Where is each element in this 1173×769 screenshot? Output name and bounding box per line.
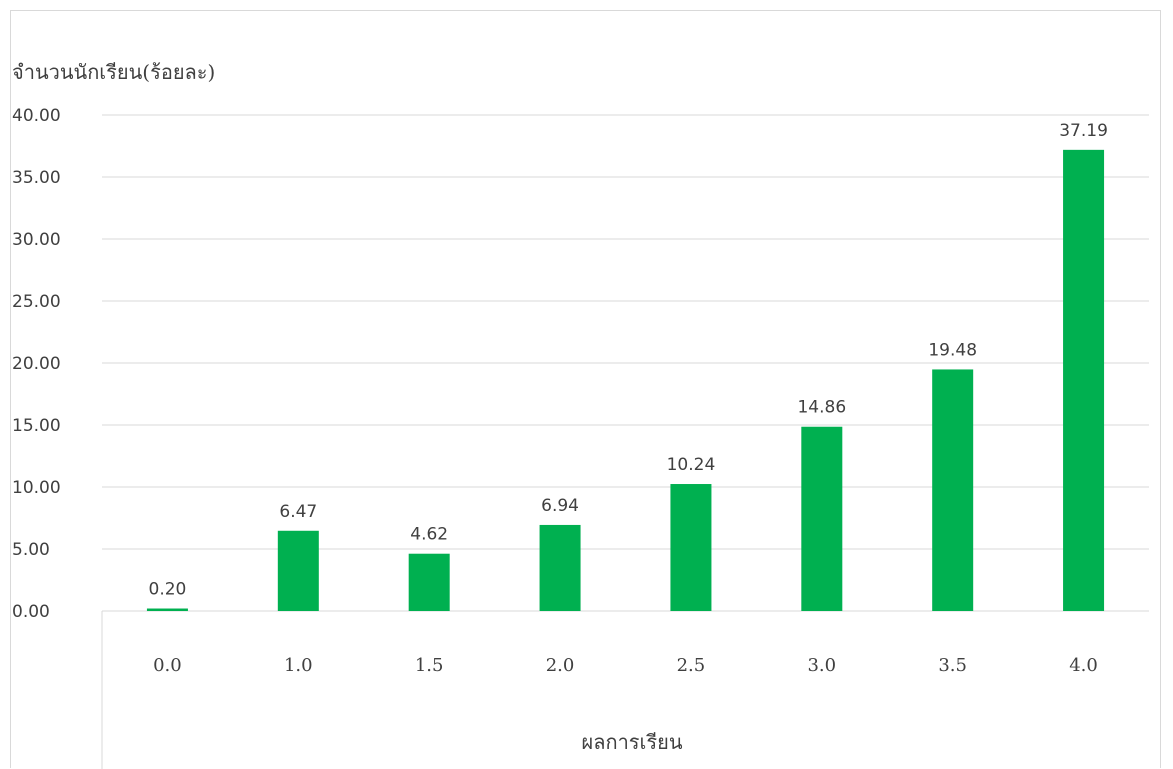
data-label: 0.20 bbox=[149, 580, 187, 600]
x-tick-label: 0.0 bbox=[153, 655, 182, 676]
y-tick-label: 35.00 bbox=[12, 168, 61, 188]
x-tick-label: 4.0 bbox=[1069, 655, 1098, 676]
bars bbox=[146, 149, 1105, 611]
x-tick-label: 3.0 bbox=[807, 655, 836, 676]
data-label: 14.86 bbox=[797, 398, 846, 418]
x-tick-label: 1.5 bbox=[415, 655, 444, 676]
bar bbox=[539, 524, 581, 611]
x-axis-ticks: 0.0 1.0 1.5 2.0 2.5 3.0 3.5 4.0 bbox=[153, 655, 1098, 676]
data-label: 19.48 bbox=[928, 340, 977, 360]
data-label: 4.62 bbox=[410, 525, 448, 545]
data-label: 10.24 bbox=[667, 455, 716, 475]
data-label: 6.94 bbox=[541, 496, 579, 516]
y-tick-label: 40.00 bbox=[12, 106, 61, 126]
bar bbox=[277, 530, 319, 611]
data-label: 6.47 bbox=[279, 502, 317, 522]
y-tick-label: 30.00 bbox=[12, 230, 61, 250]
y-axis-ticks: 0.00 5.00 10.00 15.00 20.00 25.00 30.00 35.00 40… bbox=[12, 106, 61, 622]
bar bbox=[801, 426, 843, 611]
x-axis-title: ผลการเรียน bbox=[581, 730, 682, 754]
gridlines bbox=[101, 114, 1149, 769]
y-tick-label: 5.00 bbox=[12, 540, 50, 560]
bar bbox=[146, 608, 188, 611]
y-tick-label: 10.00 bbox=[12, 478, 61, 498]
y-axis-title: จำนวนนักเรียน(ร้อยละ) bbox=[12, 60, 215, 84]
x-tick-label: 2.5 bbox=[677, 655, 706, 676]
chart-frame bbox=[10, 10, 1161, 768]
bar bbox=[932, 369, 974, 611]
bar bbox=[670, 484, 712, 611]
y-tick-label: 0.00 bbox=[12, 602, 50, 622]
x-tick-label: 3.5 bbox=[938, 655, 967, 676]
y-tick-label: 20.00 bbox=[12, 354, 61, 374]
bar bbox=[408, 553, 450, 611]
y-tick-label: 15.00 bbox=[12, 416, 61, 436]
data-label: 37.19 bbox=[1059, 121, 1108, 141]
data-labels: 0.20 6.47 4.62 6.94 10.24 14.86 19.48 37.19 bbox=[149, 121, 1108, 600]
x-tick-label: 2.0 bbox=[546, 655, 575, 676]
bar bbox=[1063, 149, 1105, 611]
x-tick-label: 1.0 bbox=[284, 655, 313, 676]
y-tick-label: 25.00 bbox=[12, 292, 61, 312]
